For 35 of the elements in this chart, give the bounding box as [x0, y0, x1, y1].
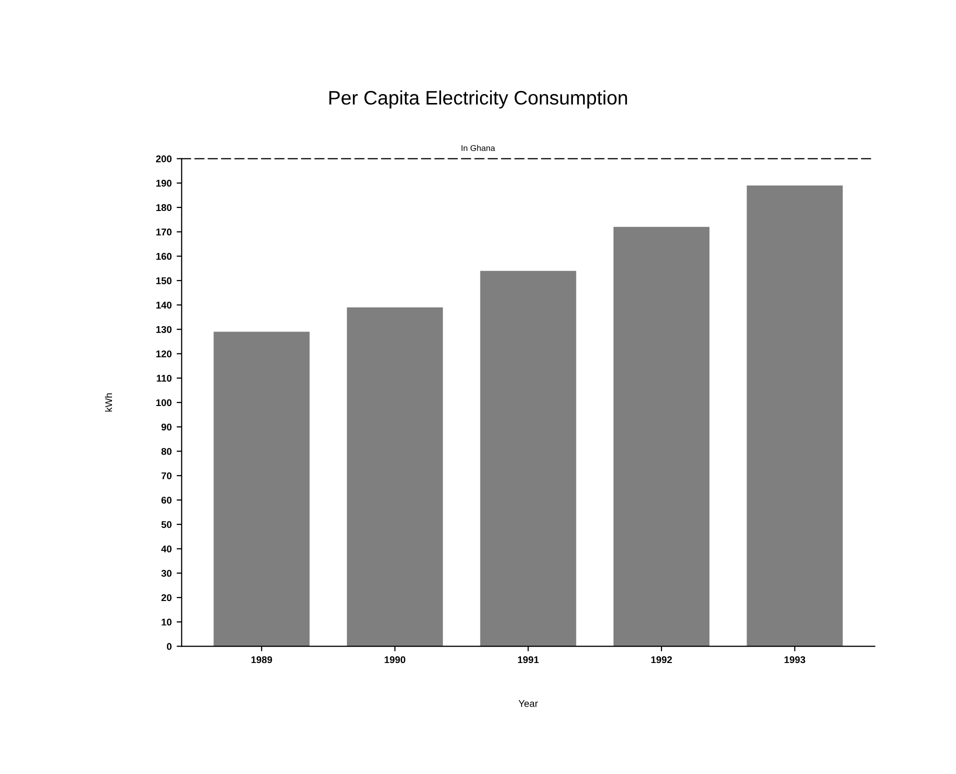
y-tick-label: 120 — [156, 350, 172, 358]
x-tick-label: 1992 — [651, 656, 672, 664]
y-tick-label: 180 — [156, 204, 172, 212]
y-tick-label: 190 — [156, 180, 172, 187]
y-tick-label: 160 — [156, 252, 172, 260]
y-tick-label: 140 — [156, 302, 172, 309]
y-tick-label: 200 — [156, 155, 172, 162]
bar — [346, 307, 443, 646]
x-tick-label: 1993 — [784, 656, 806, 664]
chart-title: Per Capita Electricity Consumption — [329, 90, 627, 109]
y-tick-label: 170 — [156, 228, 172, 236]
bar — [214, 332, 310, 646]
bar — [746, 185, 843, 646]
bar — [613, 226, 710, 646]
y-tick-label: 70 — [162, 472, 172, 480]
y-tick-label: 80 — [161, 448, 172, 455]
y-axis-title: kWh — [104, 393, 112, 412]
y-tick-label: 150 — [156, 277, 172, 284]
chart-subtitle: In Ghana — [462, 144, 496, 152]
y-tick-label: 110 — [156, 374, 172, 382]
x-axis-title: Year — [518, 700, 538, 707]
y-tick-label: 90 — [161, 424, 172, 430]
y-tick-label: 20 — [161, 594, 172, 602]
x-tick-label: 1989 — [251, 656, 272, 664]
y-tick-label: 130 — [156, 326, 172, 333]
y-tick-label: 100 — [156, 399, 172, 406]
y-tick-label: 30 — [161, 570, 172, 577]
y-tick-label: 50 — [161, 521, 172, 528]
bar — [480, 270, 576, 646]
y-tick-label: 0 — [166, 643, 172, 650]
x-tick-label: 1991 — [518, 656, 539, 664]
y-tick-label: 60 — [161, 496, 172, 504]
x-tick-label: 1990 — [384, 656, 406, 664]
y-tick-label: 10 — [162, 618, 172, 626]
y-tick-label: 40 — [161, 546, 172, 552]
